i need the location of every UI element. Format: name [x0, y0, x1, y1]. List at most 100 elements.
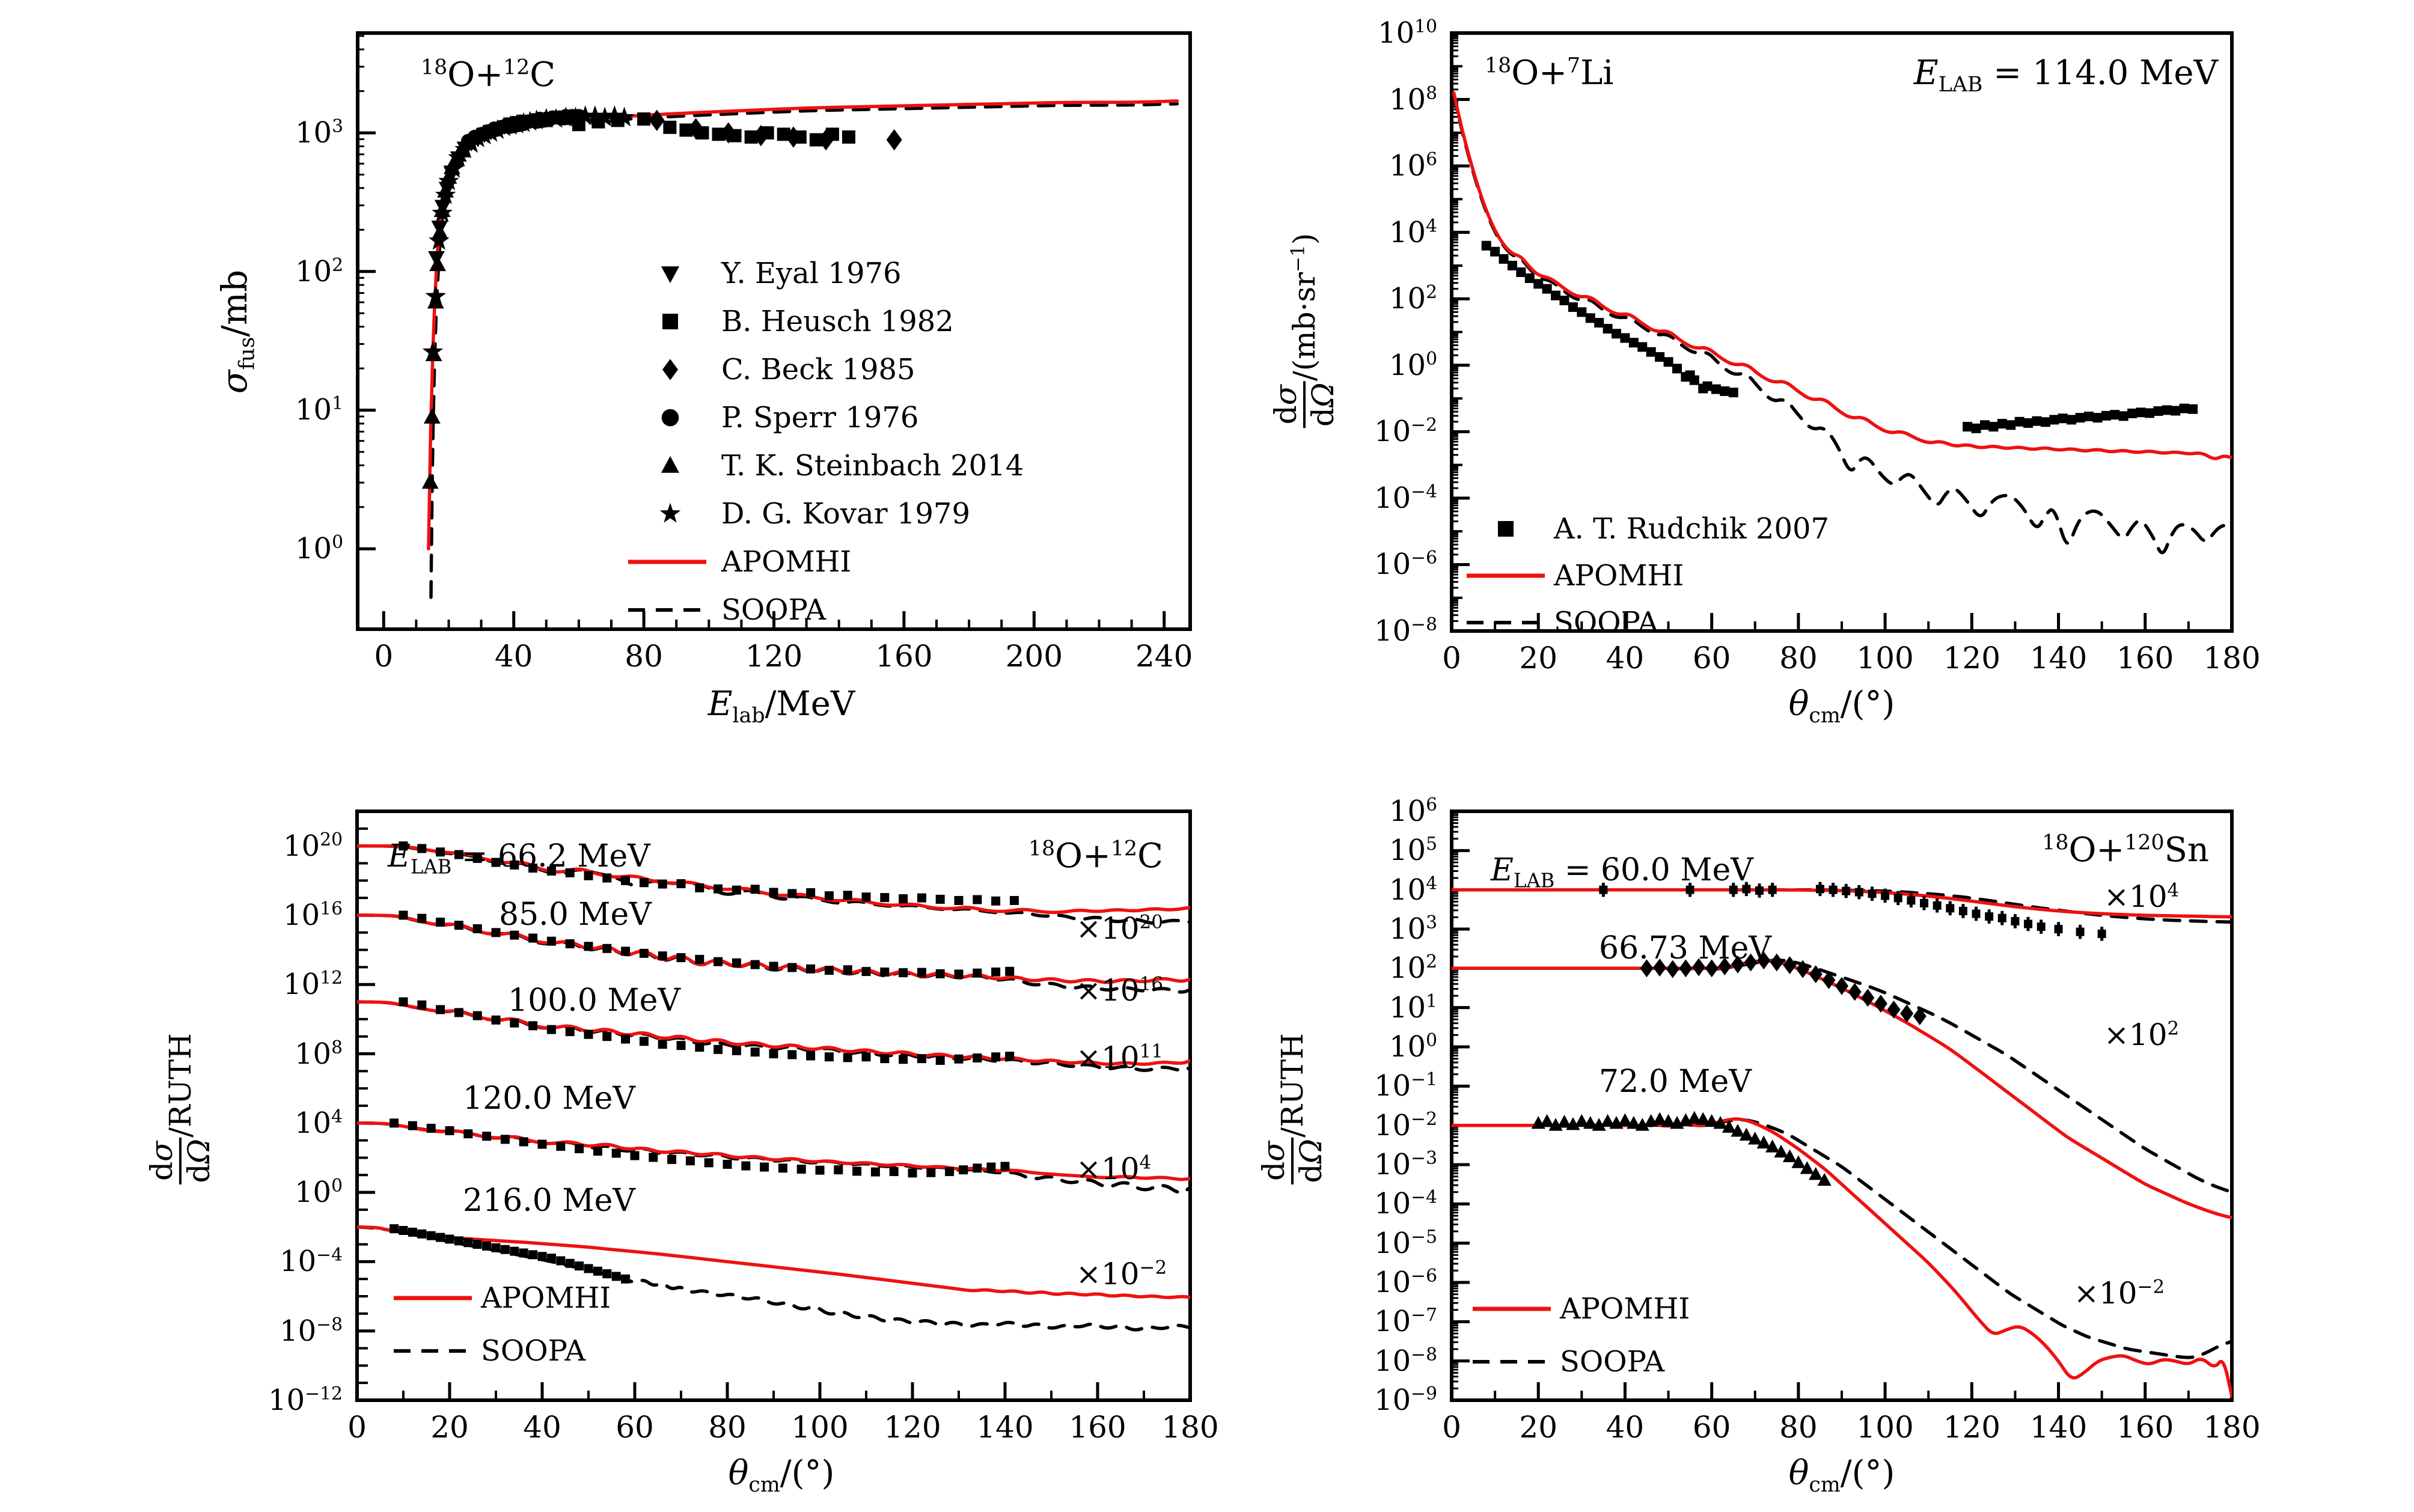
y-axis-title: dσ dΩ/RUTH: [1256, 1033, 1328, 1184]
annotation: 85.0 MeV: [499, 897, 652, 933]
legend-label: P. Sperr 1976: [721, 401, 919, 434]
annotation: 100.0 MeV: [508, 983, 680, 1019]
y-tick-label: 10−8: [1374, 614, 1437, 648]
x-tick-label: 60: [1692, 1410, 1731, 1445]
y-tick-label: 102: [295, 254, 343, 288]
legend: [1467, 521, 1545, 624]
x-tick-label: 0: [1442, 641, 1461, 675]
dataset-data-100: [399, 997, 1015, 1065]
legend-label: B. Heusch 1982: [721, 305, 954, 338]
curve-soopa: [1452, 93, 2232, 555]
annotation: ×10−2: [2074, 1276, 2165, 1311]
y-tick-label: 10−6: [1374, 547, 1437, 582]
legend-label: APOMHI: [481, 1281, 611, 1315]
y-tick-label: 103: [295, 116, 343, 150]
annotation: ELAB = 66.2 MeV: [388, 838, 650, 879]
curve-soopa: [1452, 1118, 2232, 1359]
annotation: ×10−2: [1076, 1257, 1167, 1291]
x-tick-label: 40: [494, 639, 533, 674]
y-tick-label: 102: [1389, 951, 1437, 986]
panel-fusion-excitation: [356, 31, 1192, 631]
x-tick-label: 20: [430, 1410, 469, 1445]
x-tick-label: 120: [884, 1410, 941, 1445]
y-tick-label: 10−7: [1374, 1305, 1437, 1339]
x-tick-label: 0: [374, 639, 394, 674]
y-axis-title: dσ dΩ/RUTH: [144, 1033, 216, 1184]
annotation: 18O+7Li: [1485, 53, 1614, 93]
x-axis-title: θcm/(°): [1788, 684, 1895, 728]
y-tick-label: 10−2: [1374, 1108, 1437, 1142]
x-tick-label: 140: [2029, 641, 2088, 675]
annotation: 120.0 MeV: [463, 1081, 635, 1117]
legend: [628, 266, 706, 612]
y-tick-label: 10−2: [1374, 415, 1437, 449]
y-axis-title: dσ dΩ/(mb·sr−1): [1268, 233, 1340, 428]
panel-c12-ratio: [355, 809, 1192, 1402]
x-tick-label: 0: [347, 1410, 367, 1445]
annotation: ELAB = 60.0 MeV: [1491, 852, 1753, 892]
y-tick-label: 10−4: [1374, 481, 1437, 515]
y-tick-label: 100: [1389, 348, 1437, 382]
x-tick-label: 80: [1779, 1410, 1818, 1445]
y-tick-label: 1010: [1378, 16, 1437, 50]
x-tick-label: 240: [1135, 639, 1193, 674]
y-tick-label: 102: [1389, 282, 1437, 316]
x-tick-label: 60: [616, 1410, 654, 1445]
x-tick-label: 40: [1606, 1410, 1645, 1445]
y-tick-label: 108: [294, 1037, 343, 1071]
x-tick-label: 100: [791, 1410, 849, 1445]
curve-soopa: [1452, 888, 2232, 924]
x-tick-label: 140: [2029, 1410, 2088, 1445]
y-tick-label: 10−4: [1374, 1187, 1437, 1221]
y-tick-label: 1012: [283, 968, 343, 1002]
x-axis-title: θcm/(°): [728, 1454, 835, 1498]
y-tick-label: 10−4: [280, 1245, 343, 1279]
x-tick-label: 120: [1943, 641, 2001, 675]
legend-label: APOMHI: [721, 545, 852, 579]
y-tick-label: 1020: [283, 829, 343, 863]
x-axis-title: θcm/(°): [1788, 1454, 1895, 1498]
y-tick-label: 10−5: [1374, 1226, 1437, 1260]
dataset-data-120: [390, 1118, 1010, 1178]
y-tick-label: 108: [1389, 82, 1437, 117]
legend-label: T. K. Steinbach 2014: [721, 449, 1024, 483]
y-tick-label: 104: [294, 1106, 343, 1140]
curve-apomhi: [1452, 91, 2232, 460]
x-tick-label: 40: [1606, 641, 1645, 675]
x-tick-label: 80: [708, 1410, 747, 1445]
y-tick-label: 103: [1389, 912, 1437, 946]
curve-apomhi: [357, 913, 1190, 984]
y-tick-label: 10−3: [1374, 1148, 1437, 1181]
legend-label: A. T. Rudchik 2007: [1554, 512, 1830, 546]
x-axis-title: Elab/MeV: [707, 684, 855, 728]
x-tick-label: 160: [875, 639, 933, 674]
annotation: 18O+120Sn: [2042, 831, 2209, 870]
x-tick-label: 180: [2203, 641, 2261, 675]
annotation: 216.0 MeV: [463, 1183, 635, 1219]
legend-label: APOMHI: [1560, 1292, 1690, 1326]
y-tick-label: 104: [1389, 873, 1437, 907]
annotation: ×1016: [1076, 973, 1163, 1008]
dataset-data-66.73: [1640, 951, 1927, 1025]
y-tick-label: 100: [1389, 1030, 1437, 1064]
dataset-c.-beck-1985: [649, 109, 902, 151]
dataset-data-66.2: [399, 841, 1019, 906]
annotation: 72.0 MeV: [1599, 1064, 1752, 1100]
x-tick-label: 120: [1943, 1410, 2001, 1445]
dataset-data-72.0: [1531, 1111, 1832, 1186]
annotation: 18O+12C: [421, 55, 556, 94]
x-tick-label: 20: [1519, 1410, 1558, 1445]
legend-label: D. G. Kovar 1979: [721, 497, 970, 531]
legend-label: Y. Eyal 1976: [721, 257, 902, 290]
y-tick-label: 10−9: [1374, 1383, 1437, 1417]
dataset-data-85: [399, 910, 1015, 979]
curve-apomhi: [357, 1225, 1190, 1299]
x-tick-label: 160: [2116, 641, 2174, 675]
y-tick-label: 1016: [283, 898, 343, 932]
annotation: ×1020: [1076, 911, 1163, 946]
legend: [1473, 1306, 1551, 1364]
dataset-data-60.0: [1599, 882, 2106, 941]
x-tick-label: 0: [1442, 1410, 1461, 1445]
